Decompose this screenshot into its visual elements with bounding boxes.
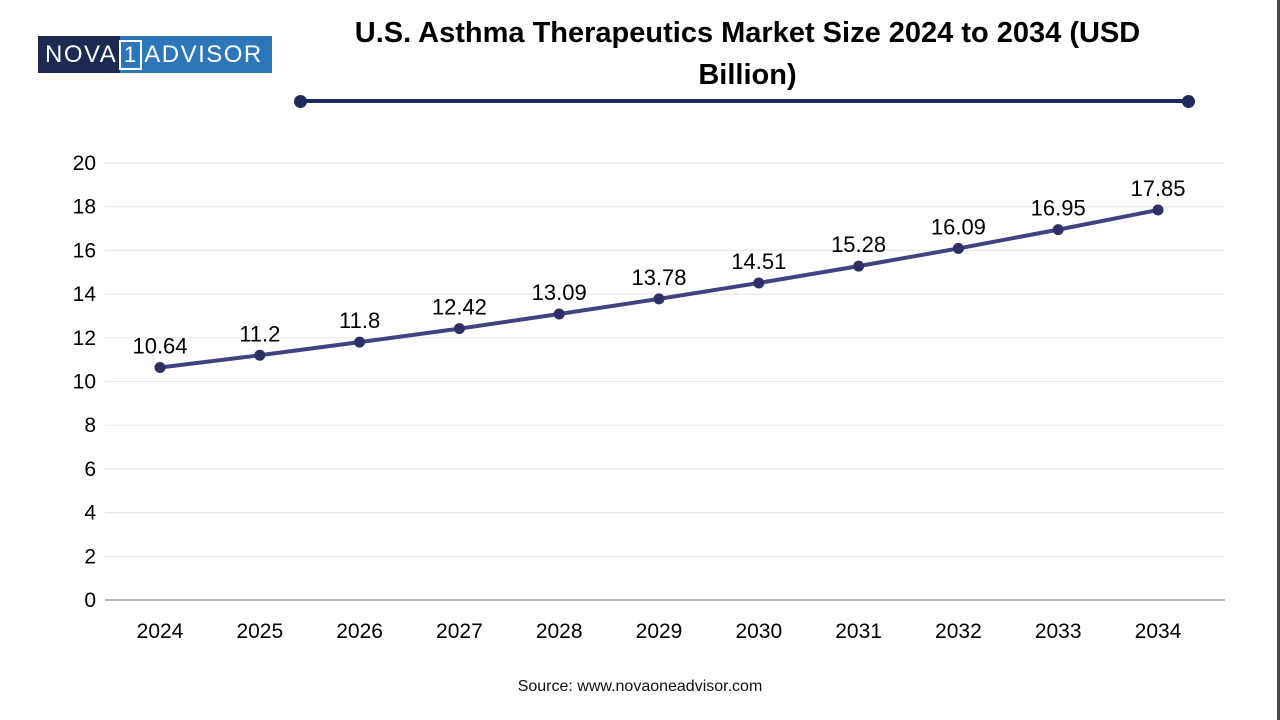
data-point-marker: [853, 260, 865, 272]
y-tick-label: 0: [84, 589, 96, 612]
data-point-label: 13.78: [631, 265, 686, 290]
data-point-label: 16.95: [1031, 196, 1086, 221]
y-tick-label: 20: [73, 152, 96, 175]
data-point-marker: [154, 362, 166, 374]
x-tick-label: 2028: [536, 620, 583, 643]
title-underline-rule: [294, 94, 1195, 108]
data-point-label: 11.2: [239, 321, 280, 346]
data-point-marker: [1152, 204, 1164, 216]
data-point-marker: [354, 336, 366, 348]
chart-title: U.S. Asthma Therapeutics Market Size 202…: [280, 12, 1215, 96]
rule-endpoint-dot-left: [294, 94, 307, 108]
data-point-label: 13.09: [532, 280, 587, 305]
chart-title-line1: U.S. Asthma Therapeutics Market Size 202…: [354, 17, 1141, 49]
data-point-label: 11.8: [339, 308, 380, 333]
data-point-marker: [553, 308, 565, 320]
x-tick-label: 2030: [735, 620, 782, 643]
data-point-label: 12.42: [432, 295, 487, 320]
x-tick-label: 2024: [137, 620, 184, 643]
nova-one-advisor-logo: NOVA 1 ADVISOR: [38, 36, 272, 73]
data-point-label: 10.64: [132, 334, 187, 359]
data-point-marker: [254, 349, 266, 361]
y-tick-label: 12: [73, 327, 96, 350]
y-tick-label: 16: [73, 239, 96, 262]
x-tick-label: 2032: [935, 620, 982, 643]
logo-number-box: 1: [119, 39, 143, 70]
data-point-marker: [453, 323, 465, 335]
source-caption: Source: www.novaoneadvisor.com: [517, 678, 763, 695]
y-tick-label: 18: [73, 196, 96, 219]
screenshot-right-border: [1277, 0, 1280, 720]
data-point-marker: [1052, 224, 1064, 236]
logo-text-right: ADVISOR: [144, 40, 263, 68]
y-tick-label: 4: [84, 502, 96, 525]
y-tick-label: 2: [84, 545, 96, 568]
x-tick-label: 2025: [236, 620, 283, 643]
data-point-marker: [952, 242, 964, 254]
data-point-marker: [753, 277, 765, 289]
x-tick-label: 2027: [436, 620, 483, 643]
rule-endpoint-dot-right: [1182, 94, 1195, 108]
data-point-label: 15.28: [831, 232, 886, 257]
logo-text-left: NOVA: [45, 40, 118, 68]
y-tick-label: 8: [84, 414, 96, 437]
x-tick-label: 2026: [336, 620, 383, 643]
data-point-label: 16.09: [931, 214, 986, 239]
chart-title-line2: Billion): [698, 59, 797, 91]
x-tick-label: 2031: [835, 620, 882, 643]
x-tick-label: 2029: [636, 620, 683, 643]
y-tick-label: 6: [84, 458, 96, 481]
y-tick-label: 14: [73, 283, 97, 306]
x-tick-label: 2033: [1035, 620, 1082, 643]
data-point-label: 17.85: [1130, 176, 1185, 201]
x-tick-label: 2034: [1135, 620, 1182, 643]
y-tick-label: 10: [73, 371, 96, 394]
data-point-label: 14.51: [731, 249, 786, 274]
data-point-marker: [653, 293, 665, 305]
